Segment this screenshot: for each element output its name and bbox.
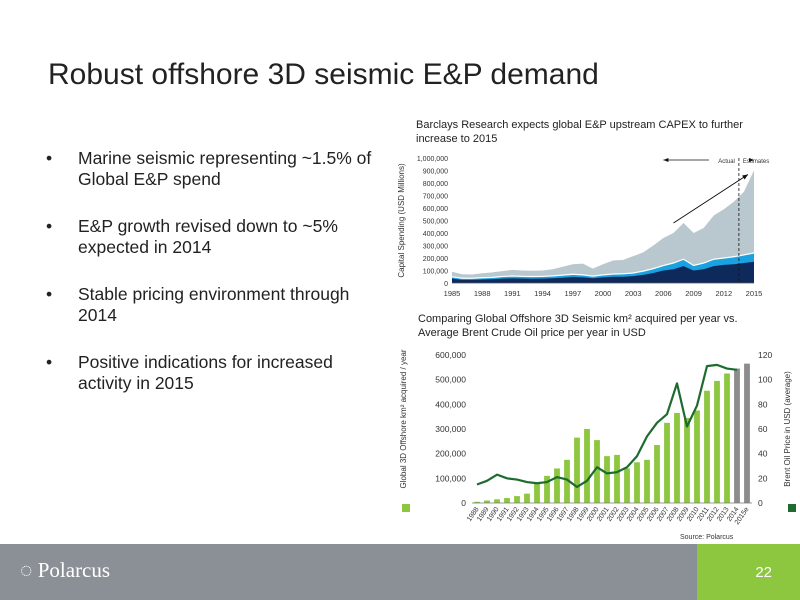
y2-tick-label: 0	[758, 498, 763, 508]
page-number: 22	[755, 564, 772, 581]
bullet-item: • E&P growth revised down to ~5% expected…	[46, 216, 338, 257]
bars-legend-swatch	[402, 504, 410, 512]
y-tick-label: 0	[444, 281, 448, 288]
bar	[514, 496, 520, 503]
bar	[674, 412, 680, 503]
bar	[544, 475, 550, 503]
y-tick-label: 500,000	[435, 375, 466, 385]
y-tick-label: 800,000	[423, 181, 448, 188]
bullet-item: • Stable pricing environment through 2014	[46, 284, 350, 325]
bar	[484, 500, 490, 503]
area-series-0	[452, 261, 754, 283]
oil-price-line	[476, 363, 738, 489]
slide-title: Robust offshore 3D seismic E&P demand	[48, 58, 599, 91]
y-tick-label: 100,000	[423, 269, 448, 276]
x-tick-label: 1988	[474, 289, 491, 298]
y2-tick-label: 120	[758, 350, 772, 360]
bar	[694, 410, 700, 503]
bar	[564, 459, 570, 503]
y-tick-label: 200,000	[435, 449, 466, 459]
actual-arrowhead-icon	[663, 158, 669, 162]
y-tick-label: 1,000,000	[417, 156, 448, 163]
y-tick-label: 400,000	[435, 399, 466, 409]
y-tick-label: 300,000	[435, 424, 466, 434]
bar	[654, 445, 660, 503]
bar	[494, 499, 500, 503]
source-note: Source: Polarcus	[680, 534, 734, 541]
logo-glyph-icon: ◌	[20, 558, 33, 582]
y-tick-label: 400,000	[423, 231, 448, 238]
estimates-label: Estimates	[743, 159, 769, 165]
x-tick-label: 1991	[504, 289, 521, 298]
footer-bar	[0, 544, 800, 600]
bar	[624, 468, 630, 503]
x-tick-label: 2003	[625, 289, 642, 298]
bar	[644, 459, 650, 503]
y2-tick-label: 100	[758, 375, 772, 385]
y-tick-label: 200,000	[423, 256, 448, 263]
bar	[744, 363, 750, 503]
bar	[684, 417, 690, 503]
series-boundary-line	[451, 252, 755, 279]
bar	[714, 380, 720, 503]
y2-tick-label: 20	[758, 473, 768, 483]
bar	[584, 429, 590, 503]
bar	[534, 483, 540, 503]
bar	[574, 437, 580, 503]
capex-chart-caption: Barclays Research expects global E&P ups…	[416, 119, 743, 145]
bar	[704, 390, 710, 503]
x-tick-label: 1985	[444, 289, 461, 298]
capex-area-chart: 0 100,000 200,000 300,000 400,000 500,000 600,…	[397, 156, 769, 298]
bar	[554, 468, 560, 503]
x-tick-label: 2012	[715, 289, 732, 298]
bar	[614, 454, 620, 503]
seismic-chart-caption: Comparing Global Offshore 3D Seismic km²…	[418, 313, 738, 339]
line-legend-swatch	[788, 504, 796, 512]
y2-tick-label: 80	[758, 399, 768, 409]
bar	[734, 368, 740, 503]
y-tick-label: 500,000	[423, 219, 448, 226]
x-tick-label: 2009	[685, 289, 702, 298]
actual-label: Actual	[718, 159, 735, 165]
y2-tick-label: 60	[758, 424, 768, 434]
y-tick-label: 600,000	[423, 206, 448, 213]
bar	[524, 493, 530, 503]
seismic-bar-line-chart: 0 100,000 200,000 300,000 400,000 500,000 600,…	[399, 349, 796, 526]
y-tick-label: 700,000	[423, 194, 448, 201]
bar	[474, 501, 480, 503]
bar	[634, 462, 640, 503]
y-tick-label: 100,000	[435, 473, 466, 483]
bullet-dot: •	[46, 216, 53, 236]
area-series-2	[452, 170, 754, 283]
y-tick-label: 900,000	[423, 169, 448, 176]
y2-tick-label: 40	[758, 449, 768, 459]
x-tick-label: 1994	[534, 289, 551, 298]
bullet-list: • Marine seismic representing ~1.5% of Gl…	[44, 148, 384, 420]
bar	[724, 373, 730, 503]
bullet-item: • Positive indications for increased acti…	[46, 352, 333, 393]
y2-axis-label: Brent Oil Price in USD (average)	[783, 371, 792, 487]
y-tick-label: 600,000	[435, 350, 466, 360]
x-tick-label: 2000	[595, 289, 612, 298]
x-tick-label: 1997	[564, 289, 581, 298]
y-tick-label: 300,000	[423, 244, 448, 251]
bar	[504, 498, 510, 503]
y-axis-label: Global 3D Offshore km² acquired / year	[399, 349, 408, 488]
page-number-box: 22	[697, 544, 800, 600]
bullet-dot: •	[46, 352, 53, 372]
bullet-dot: •	[46, 148, 53, 168]
y-tick-label: 0	[461, 498, 466, 508]
bullet-item: • Marine seismic representing ~1.5% of Gl…	[46, 148, 372, 189]
bar	[604, 456, 610, 503]
y-axis-label: Capital Spending (USD Millions)	[397, 163, 406, 278]
trend-arrow-line	[673, 174, 749, 224]
x-tick-label: 2006	[655, 289, 672, 298]
trend-arrowhead-icon	[742, 174, 748, 180]
company-logo: ◌ Polarcus	[20, 558, 111, 582]
bar	[664, 422, 670, 503]
bullet-dot: •	[46, 284, 53, 304]
estimates-arrowhead-icon	[749, 158, 754, 162]
bar	[594, 440, 600, 503]
x-tick-label: 2015	[746, 289, 763, 298]
